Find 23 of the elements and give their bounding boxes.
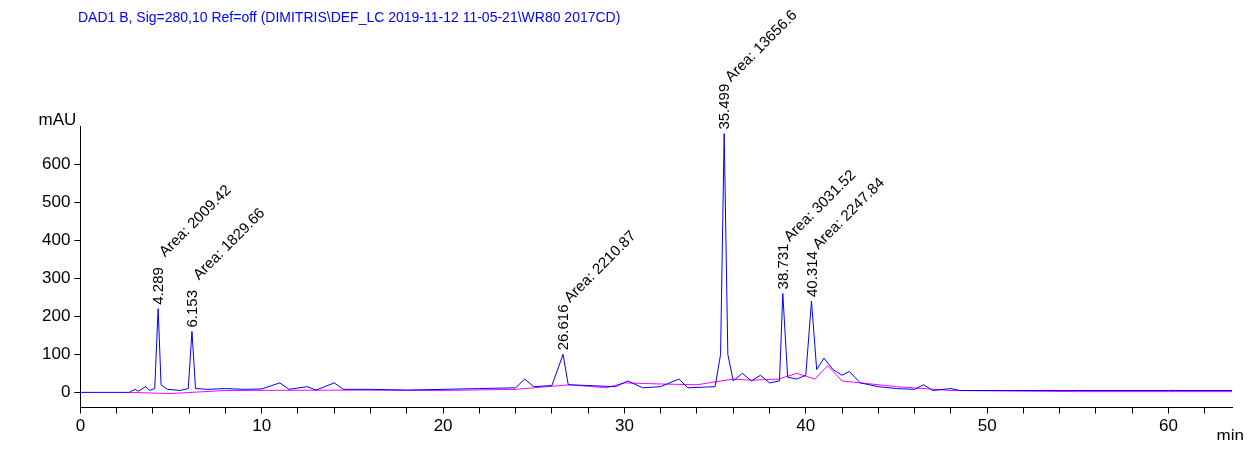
x-tick-label: 50 — [977, 416, 997, 436]
y-tick-label: 600 — [41, 153, 71, 173]
annotation: 26.616 — [554, 304, 572, 351]
y-tick-label: 300 — [41, 267, 71, 287]
y-tick-label: 0 — [60, 382, 71, 402]
x-axis-title: min — [1216, 425, 1244, 445]
y-axis-title: mAU — [38, 109, 77, 129]
chart-title: DAD1 B, Sig=280,10 Ref=off (DIMITRIS\DEF_LC 2019-11-12 11-05-21\WR80 2017CD) — [78, 8, 621, 25]
annotation: 6.153 — [183, 289, 201, 328]
annotation: 40.314 — [802, 251, 820, 298]
y-tick-label: 400 — [41, 229, 71, 249]
y-tick-label: 200 — [41, 305, 71, 325]
x-tick-label: 20 — [433, 416, 453, 436]
x-tick-label: 10 — [252, 416, 272, 436]
y-tick-label: 100 — [41, 344, 71, 364]
annotation: 38.731 — [773, 243, 791, 290]
x-tick-label: 30 — [614, 416, 634, 436]
annotation: 35.499 — [715, 83, 733, 130]
x-tick-label: 40 — [796, 416, 816, 436]
y-tick-label: 500 — [41, 191, 71, 211]
annotation: 4.289 — [149, 267, 167, 305]
x-tick-label: 60 — [1159, 416, 1178, 436]
x-tick-label: 0 — [75, 416, 86, 436]
